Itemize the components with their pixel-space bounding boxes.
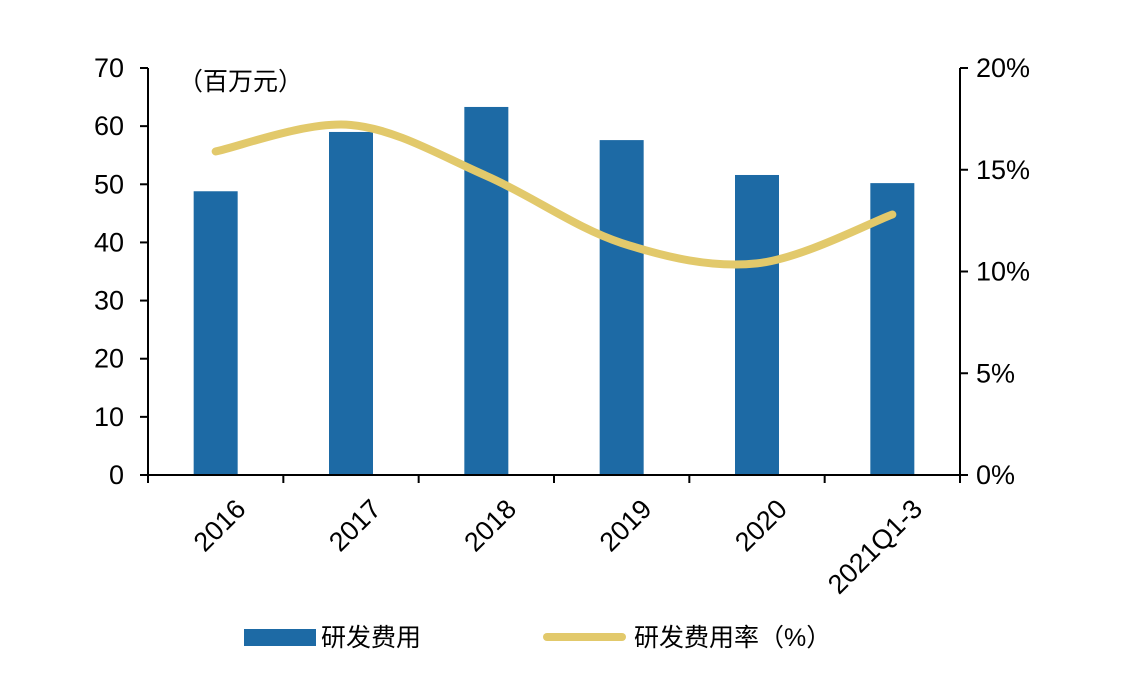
y-left-tick-label: 0 (109, 460, 124, 490)
bar-2017 (329, 131, 373, 475)
y-left-tick-label: 50 (94, 169, 124, 199)
rate-point-2018 (485, 175, 487, 177)
y-left-tick-label: 60 (94, 111, 124, 141)
y-right-tick-label: 0% (976, 460, 1015, 490)
y-left-tick-label: 70 (94, 53, 124, 83)
bar-2016 (193, 191, 238, 475)
rate-point-2021Q1-3 (891, 214, 893, 216)
x-tick-label: 2021Q1-3 (822, 494, 928, 600)
x-tick-label: 2019 (594, 494, 658, 558)
bars-layer (193, 106, 915, 476)
y-left-tick-label: 40 (94, 227, 124, 257)
bar-2020 (735, 174, 779, 476)
axes-layer (147, 68, 961, 476)
rate-point-2020 (756, 262, 758, 264)
y-right-tick-label: 20% (976, 53, 1030, 83)
rate-line (211, 120, 897, 269)
y-left-tick-label: 10 (94, 402, 124, 432)
rate-point-2017 (350, 124, 352, 126)
rate-point-2016 (215, 150, 217, 152)
rate-point-2019 (621, 242, 623, 244)
y-left-tick-label: 30 (94, 286, 124, 316)
line-layer (211, 120, 897, 269)
x-tick-label: 2017 (323, 494, 387, 558)
y-right-tick-label: 10% (976, 257, 1030, 287)
bar-2021Q1-3 (870, 183, 915, 475)
y-unit-label: （百万元） (178, 68, 303, 96)
bar-2019 (599, 140, 644, 475)
y-right-tick-label: 5% (976, 358, 1015, 388)
x-tick-label: 2020 (729, 494, 793, 558)
x-tick-label: 2018 (458, 494, 522, 558)
legend-bar-label: 研发费用 (321, 624, 421, 652)
x-tick-label: 2016 (188, 494, 252, 558)
legend-bar-swatch (244, 629, 316, 646)
y-right-tick-label: 15% (976, 155, 1030, 185)
bar-2018 (464, 106, 509, 475)
legend: 研发费用 研发费用率（%） (244, 624, 831, 652)
legend-line-label: 研发费用率（%） (634, 624, 831, 652)
y-left-tick-label: 20 (94, 344, 124, 374)
